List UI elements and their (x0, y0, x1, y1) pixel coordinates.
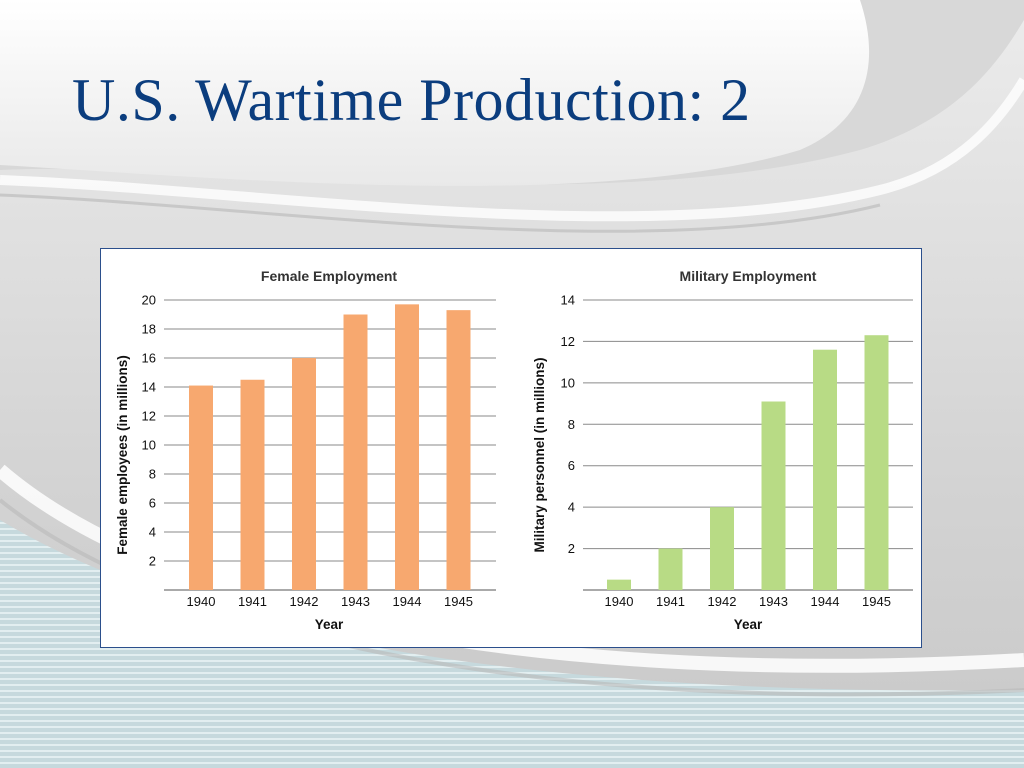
charts-svg: Female Employment 2 4 6 8 10 12 14 16 18 20 1940 194… (115, 268, 913, 632)
female-y-tick-label: 20 (142, 293, 156, 308)
military-y-tick-label: 2 (568, 541, 575, 556)
military-y-tick-label: 4 (568, 500, 575, 515)
female-y-tick-label: 14 (142, 380, 156, 395)
military-chart-title: Military Employment (680, 268, 817, 284)
female-y-tick-label: 4 (149, 525, 156, 540)
military-x-tick-label: 1940 (605, 594, 634, 609)
female-y-axis-label: Female employees (in millions) (115, 355, 130, 555)
female-bar-1943 (343, 314, 368, 590)
military-x-tick-label: 1943 (759, 594, 788, 609)
female-x-axis-label: Year (315, 617, 344, 632)
military-bar-1944 (813, 349, 837, 590)
female-chart: Female Employment 2 4 6 8 10 12 14 16 18 20 1940 194… (115, 268, 496, 632)
female-y-tick-label: 2 (149, 554, 156, 569)
female-y-tick-label: 18 (142, 322, 156, 337)
female-x-tick-label: 1944 (393, 594, 422, 609)
military-y-tick-label: 10 (561, 375, 575, 390)
military-y-tick-label: 12 (561, 334, 575, 349)
female-y-tick-label: 8 (149, 467, 156, 482)
military-bar-1941 (658, 548, 683, 590)
female-bar-1945 (446, 310, 471, 590)
female-x-tick-label: 1940 (187, 594, 216, 609)
military-bar-1942 (710, 507, 734, 590)
military-bar-1940 (607, 579, 631, 590)
female-bar-1944 (395, 304, 419, 590)
military-y-tick-label: 8 (568, 417, 575, 432)
military-x-axis-label: Year (734, 617, 763, 632)
military-x-tick-label: 1941 (656, 594, 685, 609)
female-y-tick-label: 12 (142, 409, 156, 424)
military-y-axis-label: Military personnel (in millions) (532, 357, 547, 552)
female-bar-1941 (240, 379, 265, 590)
military-y-tick-label: 14 (561, 293, 575, 308)
female-y-tick-label: 16 (142, 351, 156, 366)
female-bar-1942 (292, 358, 316, 590)
female-x-tick-label: 1945 (444, 594, 473, 609)
military-x-tick-label: 1945 (862, 594, 891, 609)
female-y-tick-label: 6 (149, 496, 156, 511)
military-y-tick-label: 6 (568, 458, 575, 473)
slide-title: U.S. Wartime Production: 2 (72, 67, 751, 133)
female-y-tick-label: 10 (142, 438, 156, 453)
charts-panel: Female Employment 2 4 6 8 10 12 14 16 18 20 1940 194… (100, 248, 922, 648)
female-chart-title: Female Employment (261, 268, 397, 284)
female-bar-1940 (189, 385, 213, 590)
military-x-tick-label: 1942 (708, 594, 737, 609)
military-chart: Military Employment 2 4 6 8 10 12 14 1940 1941 194… (532, 268, 913, 632)
female-x-tick-label: 1943 (341, 594, 370, 609)
military-bar-1945 (864, 335, 889, 590)
military-x-tick-label: 1944 (811, 594, 840, 609)
military-bar-1943 (761, 401, 786, 590)
female-x-tick-label: 1942 (290, 594, 319, 609)
female-x-tick-label: 1941 (238, 594, 267, 609)
